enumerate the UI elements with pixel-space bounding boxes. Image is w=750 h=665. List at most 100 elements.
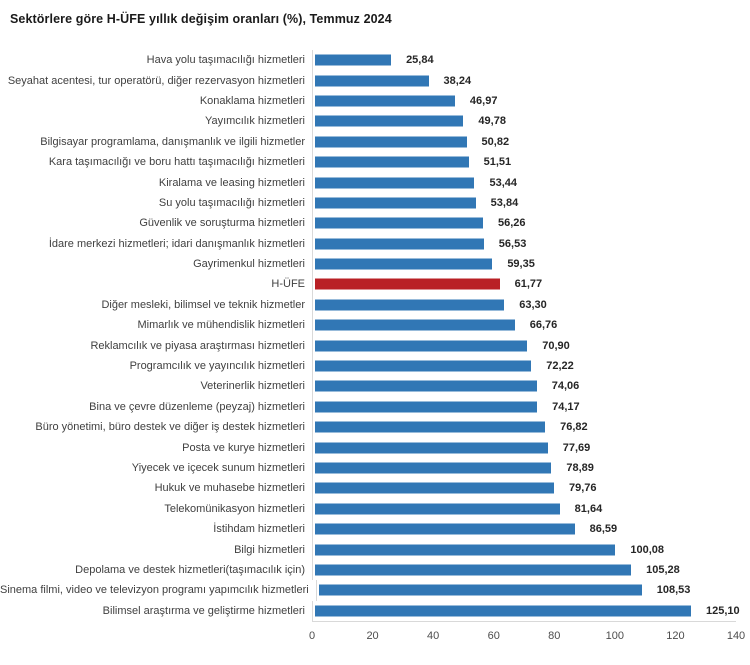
bar-track: 74,06 xyxy=(312,376,736,397)
bar-row: Hukuk ve muhasebe hizmetleri 79,76 xyxy=(0,478,750,499)
bar xyxy=(315,503,560,515)
category-label: Posta ve kurye hizmetleri xyxy=(182,441,305,454)
bar xyxy=(318,584,642,596)
bar-row: H-ÜFE 61,77 xyxy=(0,274,750,295)
bar xyxy=(315,380,537,392)
bar-row: Veterinerlik hizmetleri 74,06 xyxy=(0,376,750,397)
bar xyxy=(315,360,532,372)
value-label: 74,17 xyxy=(552,400,580,413)
bar xyxy=(315,115,464,127)
bar-track: 72,22 xyxy=(312,355,736,377)
x-axis-spacer xyxy=(0,621,312,648)
category-label: Kara taşımacılığı ve boru hattı taşımacı… xyxy=(48,156,305,169)
category-label: Reklamcılık ve piyasa araştırması hizmet… xyxy=(90,339,305,352)
category-label: Yiyecek ve içecek sunum hizmetleri xyxy=(131,462,305,474)
value-label: 77,69 xyxy=(562,441,591,454)
bar xyxy=(315,177,475,189)
value-label: 79,76 xyxy=(568,482,597,495)
value-label: 51,51 xyxy=(483,156,512,169)
category-label: Sinema filmi, video ve televizyon progra… xyxy=(0,584,309,597)
bar xyxy=(315,217,483,229)
bar-row: Diğer mesleki, bilimsel ve teknik hizmet… xyxy=(0,294,750,316)
category-label: Hava yolu taşımacılığı hizmetleri xyxy=(146,54,305,67)
bar-row: Bina ve çevre düzenleme (peyzaj) hizmetl… xyxy=(0,396,750,418)
bar xyxy=(315,421,546,433)
value-label: 70,90 xyxy=(542,339,570,352)
bar xyxy=(315,544,616,556)
bar-row: Bilgisayar programlama, danışmanlık ve i… xyxy=(0,131,750,152)
bar xyxy=(315,299,505,311)
bar-row: Posta ve kurye hizmetleri 77,69 xyxy=(0,437,750,458)
bar xyxy=(315,564,632,576)
bar-track: 61,77 xyxy=(312,274,736,295)
bar-track: 86,59 xyxy=(312,518,736,540)
bar-track: 59,35 xyxy=(312,253,736,275)
x-tick-label: 140 xyxy=(726,629,746,642)
bar-track: 50,82 xyxy=(312,131,736,152)
value-label: 38,24 xyxy=(443,74,472,87)
highlight-bar xyxy=(315,278,500,290)
bar-row: Bilimsel araştırma ve geliştirme hizmetl… xyxy=(0,600,750,621)
bar xyxy=(315,605,691,617)
value-label: 105,28 xyxy=(646,563,680,576)
bar-row: İstihdam hizmetleri 86,59 xyxy=(0,518,750,540)
bar-track: 56,53 xyxy=(312,233,736,254)
category-label: Su yolu taşımacılığı hizmetleri xyxy=(158,196,305,209)
bar-track: 66,76 xyxy=(312,315,736,336)
value-label: 76,82 xyxy=(560,421,588,434)
bar-row: Depolama ve destek hizmetleri(taşımacılı… xyxy=(0,559,750,581)
bar-row: Hava yolu taşımacılığı hizmetleri 25,84 xyxy=(0,50,750,71)
bar xyxy=(315,401,538,413)
bar-track: 77,69 xyxy=(312,437,736,458)
bar-row: Konaklama hizmetleri 46,97 xyxy=(0,90,750,112)
value-label: 100,08 xyxy=(630,543,665,556)
bar-row: Mimarlık ve mühendislik hizmetleri 66,76 xyxy=(0,315,750,336)
bar-row: Gayrimenkul hizmetleri 59,35 xyxy=(0,253,750,275)
category-label: Bilgisayar programlama, danışmanlık ve i… xyxy=(40,135,305,148)
bar xyxy=(315,136,467,148)
bar-track: 78,89 xyxy=(312,457,736,479)
value-label: 53,84 xyxy=(490,196,519,209)
value-label: 125,10 xyxy=(705,604,740,617)
bar-track: 25,84 xyxy=(312,50,736,71)
category-label: Hukuk ve muhasebe hizmetleri xyxy=(154,482,305,495)
value-label: 49,78 xyxy=(478,115,506,128)
value-label: 86,59 xyxy=(589,523,618,536)
bar xyxy=(315,442,548,454)
bar xyxy=(315,54,392,66)
x-tick-label: 100 xyxy=(605,629,625,642)
category-label: Konaklama hizmetleri xyxy=(199,94,305,107)
bar-row: Sinema filmi, video ve televizyon progra… xyxy=(0,580,750,601)
value-label: 50,82 xyxy=(481,135,510,148)
value-label: 56,26 xyxy=(497,217,526,230)
bar-row: İdare merkezi hizmetleri; idari danışman… xyxy=(0,233,750,254)
category-label: Mimarlık ve mühendislik hizmetleri xyxy=(137,319,306,332)
category-label: Diğer mesleki, bilimsel ve teknik hizmet… xyxy=(101,298,305,311)
bar-row: Güvenlik ve soruşturma hizmetleri 56,26 xyxy=(0,213,750,234)
x-tick-label: 80 xyxy=(548,629,561,642)
bar-track: 63,30 xyxy=(312,294,736,316)
bar-row: Su yolu taşımacılığı hizmetleri 53,84 xyxy=(0,192,750,214)
x-tick-label: 60 xyxy=(487,629,500,642)
value-label: 66,76 xyxy=(529,319,558,332)
bar-track: 76,82 xyxy=(312,417,736,438)
category-label: Yayımcılık hizmetleri xyxy=(204,115,305,128)
bar-track: 100,08 xyxy=(312,539,736,560)
category-label: Programcılık ve yayıncılık hizmetleri xyxy=(129,360,305,373)
bar-track: 38,24 xyxy=(312,70,736,91)
bar-chart: Hava yolu taşımacılığı hizmetleri 25,84 Se… xyxy=(0,50,750,621)
bar xyxy=(315,95,455,107)
bar-track: 125,10 xyxy=(312,600,740,621)
bar-track: 74,17 xyxy=(312,396,736,418)
bar-row: Kara taşımacılığı ve boru hattı taşımacı… xyxy=(0,151,750,173)
value-label: 56,53 xyxy=(498,237,527,250)
x-tick-label: 120 xyxy=(666,629,685,642)
value-label: 72,22 xyxy=(546,360,574,373)
category-label: Veterinerlik hizmetleri xyxy=(200,380,305,393)
value-label: 74,06 xyxy=(551,380,580,393)
chart-title: Sektörlere göre H-ÜFE yıllık değişim ora… xyxy=(10,12,392,26)
bar-row: Bilgi hizmetleri 100,08 xyxy=(0,539,750,560)
value-label: 59,35 xyxy=(507,258,535,271)
bar-track: 70,90 xyxy=(312,335,736,356)
